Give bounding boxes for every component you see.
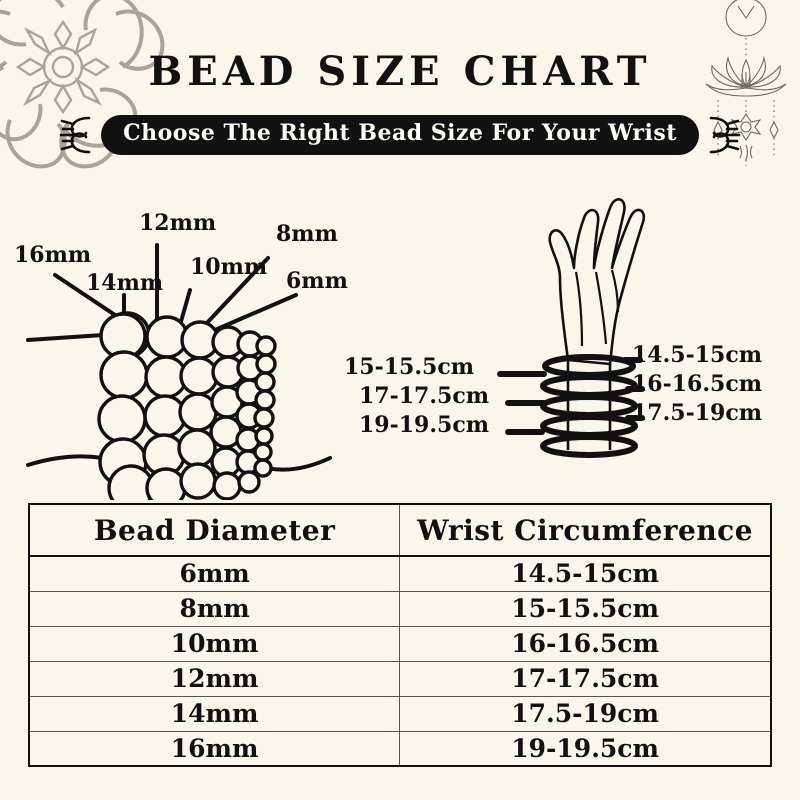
- table-header-row: Bead Diameter Wrist Circumference: [28, 503, 772, 557]
- cell-wrist-circumference: 15-15.5cm: [399, 590, 772, 627]
- flourish-left-icon: [59, 116, 91, 154]
- cell-wrist-circumference: 17-17.5cm: [399, 660, 772, 697]
- bead-label-8mm: 8mm: [276, 221, 338, 247]
- table-row: 12mm 17-17.5cm: [28, 660, 772, 697]
- cell-bead-diameter: 14mm: [28, 695, 401, 732]
- bead-size-table: Bead Diameter Wrist Circumference 6mm 14…: [28, 503, 772, 767]
- cell-wrist-circumference: 16-16.5cm: [399, 625, 772, 662]
- subtitle-banner-row: Choose The Right Bead Size For Your Wris…: [0, 112, 800, 158]
- cell-bead-diameter: 16mm: [28, 730, 401, 767]
- cell-wrist-circumference: 19-19.5cm: [399, 730, 772, 767]
- table-row: 10mm 16-16.5cm: [28, 625, 772, 662]
- table-row: 14mm 17.5-19cm: [28, 695, 772, 732]
- bead-label-14mm: 14mm: [86, 270, 164, 296]
- table-row: 16mm 19-19.5cm: [28, 730, 772, 767]
- wrist-label-right-17-5-19: 17.5-19cm: [632, 400, 763, 426]
- cell-bead-diameter: 8mm: [28, 590, 401, 627]
- page-title: BEAD SIZE CHART: [148, 48, 652, 95]
- cell-bead-diameter: 12mm: [28, 660, 401, 697]
- table-row: 8mm 15-15.5cm: [28, 590, 772, 627]
- bead-label-12mm: 12mm: [139, 210, 217, 236]
- cell-bead-diameter: 10mm: [28, 625, 401, 662]
- cell-wrist-circumference: 17.5-19cm: [399, 695, 772, 732]
- cell-bead-diameter: 6mm: [28, 555, 401, 592]
- wrist-label-left-17-17-5: 17-17.5cm: [359, 383, 490, 409]
- wrist-label-left-15-15-5: 15-15.5cm: [344, 354, 475, 380]
- column-header-wrist-circumference: Wrist Circumference: [399, 503, 772, 557]
- wrist-label-right-16-16-5: 16-16.5cm: [632, 371, 763, 397]
- flourish-right-icon: [709, 116, 741, 154]
- measuring-tape-icon: [497, 357, 645, 435]
- table-row: 6mm 14.5-15cm: [28, 555, 772, 592]
- bead-label-16mm: 16mm: [14, 242, 92, 268]
- bead-cluster-icon: [26, 243, 332, 500]
- cell-wrist-circumference: 14.5-15cm: [399, 555, 772, 592]
- bead-label-6mm: 6mm: [286, 268, 348, 294]
- column-header-bead-diameter: Bead Diameter: [28, 503, 401, 557]
- wrist-label-right-14-5-15: 14.5-15cm: [632, 342, 763, 368]
- bead-label-10mm: 10mm: [190, 254, 268, 280]
- subtitle-banner: Choose The Right Bead Size For Your Wris…: [101, 115, 699, 155]
- wrist-label-left-19-19-5: 19-19.5cm: [359, 412, 490, 438]
